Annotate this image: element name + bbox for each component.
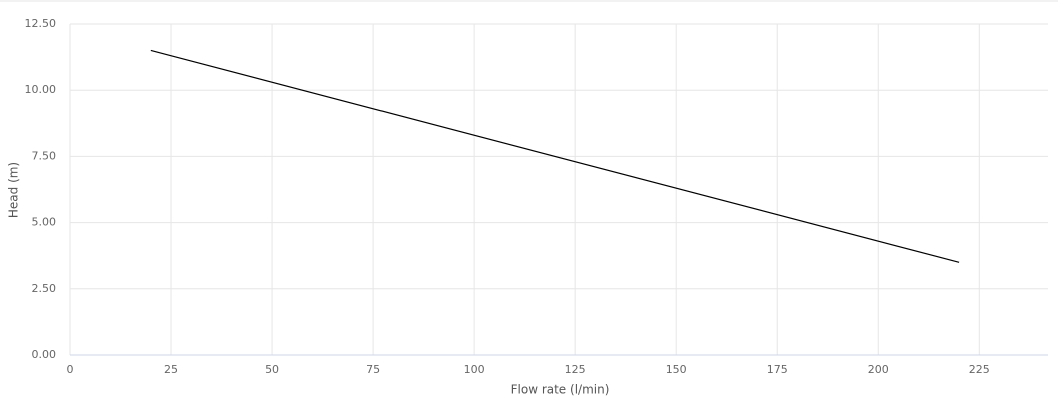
x-tick-label: 175 (767, 363, 788, 376)
x-tick-label: 125 (565, 363, 586, 376)
x-tick-label: 0 (67, 363, 74, 376)
x-axis-title: Flow rate (l/min) (511, 383, 610, 397)
y-axis-title: Head (m) (7, 162, 21, 218)
y-tick-label: 5.00 (32, 216, 57, 229)
y-tick-label: 7.50 (32, 149, 57, 162)
x-tick-label: 200 (868, 363, 889, 376)
x-tick-label: 225 (969, 363, 990, 376)
x-tick-label: 25 (164, 363, 178, 376)
x-tick-label: 100 (464, 363, 485, 376)
x-tick-label: 50 (265, 363, 279, 376)
y-tick-label: 10.00 (25, 83, 57, 96)
data-line (150, 49, 960, 263)
x-tick-label: 150 (666, 363, 687, 376)
y-tick-label: 0.00 (32, 348, 57, 361)
y-tick-label: 12.50 (25, 17, 57, 30)
y-tick-label: 2.50 (32, 282, 57, 295)
x-tick-label: 75 (366, 363, 380, 376)
